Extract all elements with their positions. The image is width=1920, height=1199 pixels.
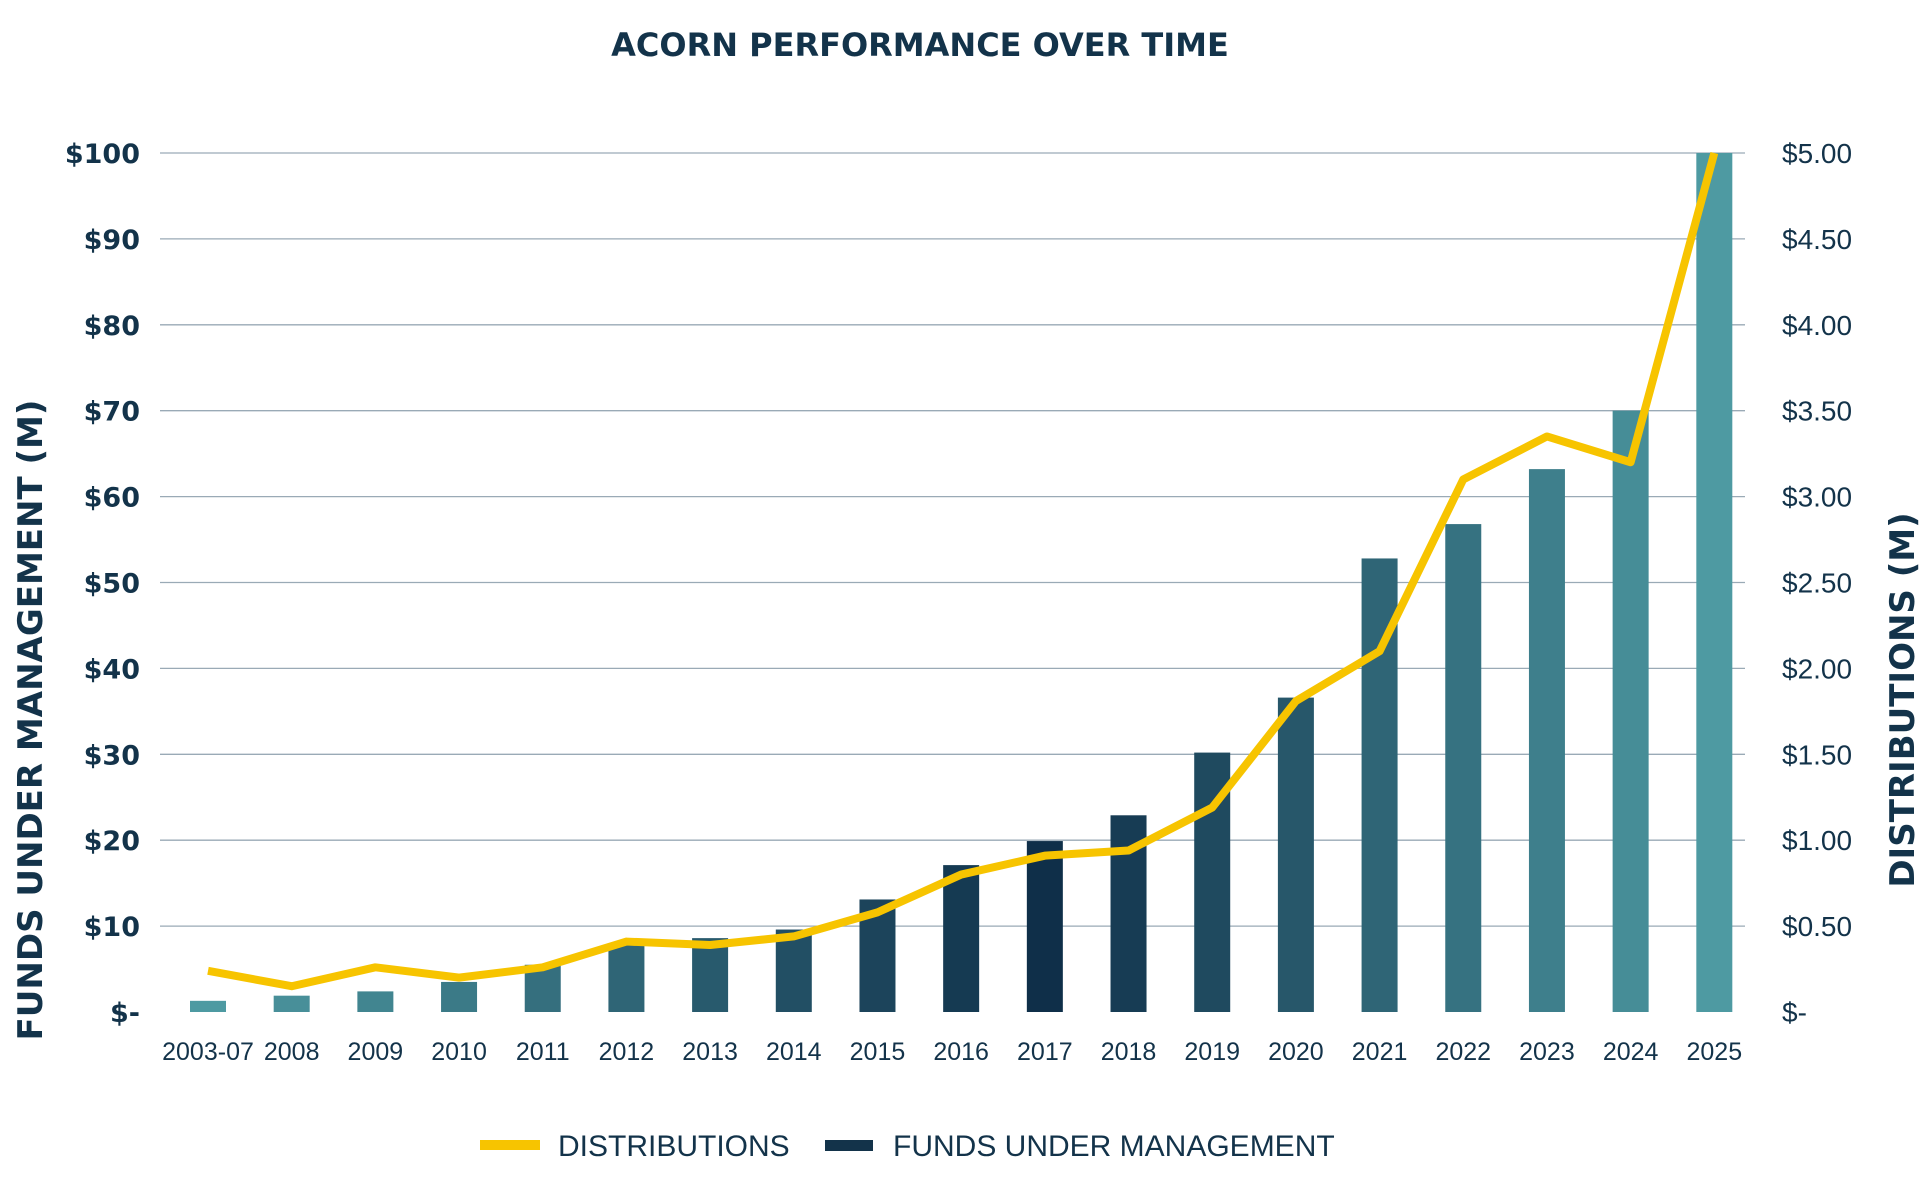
funds-bar (692, 938, 729, 1012)
left-tick-label: $30 (84, 740, 140, 771)
funds-bar (357, 991, 394, 1012)
funds-bar (1026, 841, 1063, 1012)
funds-bar (1696, 153, 1733, 1012)
left-tick-label: $60 (84, 483, 140, 514)
gridlines (160, 152, 1745, 927)
right-tick-label: $3.50 (1782, 396, 1852, 427)
x-tick-label: 2019 (1184, 1038, 1240, 1066)
left-axis-title: FUNDS UNDER MANAGEMENT (M) (11, 400, 51, 1041)
left-tick-label: $- (110, 998, 140, 1029)
x-tick-label: 2016 (933, 1038, 989, 1066)
right-tick-label: $2.00 (1782, 653, 1852, 684)
right-tick-label: $0.50 (1782, 911, 1852, 942)
left-tick-label: $70 (84, 397, 140, 428)
right-tick-label: $3.00 (1782, 482, 1852, 513)
x-tick-label: 2011 (516, 1038, 570, 1066)
left-tick-label: $100 (65, 139, 140, 170)
x-tick-label: 2008 (264, 1038, 320, 1066)
funds-bar (273, 995, 310, 1012)
right-tick-label: $4.50 (1782, 224, 1852, 255)
funds-bar (775, 929, 812, 1012)
right-tick-label: $4.00 (1782, 310, 1852, 341)
left-tick-label: $90 (84, 225, 140, 256)
x-tick-label: 2018 (1101, 1038, 1157, 1066)
legend: DISTRIBUTIONS FUNDS UNDER MANAGEMENT (480, 1130, 1335, 1163)
x-tick-label: 2015 (850, 1038, 906, 1066)
legend-funds-swatch (825, 1140, 873, 1151)
x-tick-label: 2014 (766, 1038, 822, 1066)
distributions-line-layer (207, 151, 1719, 991)
x-tick-label: 2024 (1603, 1038, 1659, 1066)
x-tick-label: 2020 (1268, 1038, 1324, 1066)
funds-bar (1277, 697, 1314, 1012)
right-tick-label: $2.50 (1782, 568, 1852, 599)
x-axis-ticks: 2003-07 2008 2009 2010 2011 2012 2013 2014 2015 2… (162, 1038, 1742, 1066)
funds-bar (1528, 469, 1565, 1012)
right-tick-label: $1.00 (1782, 825, 1852, 856)
x-tick-label: 2025 (1687, 1038, 1743, 1066)
x-tick-label: 2023 (1519, 1038, 1575, 1066)
funds-bar (441, 981, 478, 1012)
funds-bar (608, 943, 645, 1012)
x-tick-label: 2012 (599, 1038, 655, 1066)
legend-funds-label: FUNDS UNDER MANAGEMENT (893, 1130, 1335, 1163)
x-tick-label: 2013 (682, 1038, 738, 1066)
x-tick-label: 2017 (1017, 1038, 1073, 1066)
right-axis-ticks: $- $0.50 $1.00 $1.50 $2.00 $2.50 $3.00 $3.50 $4.… (1782, 138, 1852, 1028)
right-tick-label: $5.00 (1782, 138, 1852, 169)
right-tick-label: $1.50 (1782, 739, 1852, 770)
left-axis-ticks: $- $10 $20 $30 $40 $50 $60 $70 $80 $90 $100 (65, 139, 140, 1029)
left-tick-label: $40 (84, 654, 140, 685)
x-tick-label: 2010 (431, 1038, 487, 1066)
funds-bar (1612, 410, 1649, 1012)
left-tick-label: $80 (84, 311, 140, 342)
x-tick-label: 2022 (1435, 1038, 1491, 1066)
right-axis-title: DISTRIBUTIONS (M) (1883, 512, 1920, 887)
left-tick-label: $10 (84, 912, 140, 943)
legend-distributions-label: DISTRIBUTIONS (558, 1130, 790, 1163)
x-tick-label: 2009 (348, 1038, 404, 1066)
left-tick-label: $20 (84, 826, 140, 857)
left-tick-label: $50 (84, 569, 140, 600)
funds-bar (190, 1000, 226, 1012)
chart-title: ACORN PERFORMANCE OVER TIME (611, 26, 1229, 64)
right-tick-label: $- (1782, 997, 1807, 1028)
x-tick-label: 2021 (1352, 1038, 1408, 1066)
funds-bar (1445, 524, 1482, 1012)
x-tick-label: 2003-07 (162, 1038, 254, 1066)
distributions-line (207, 151, 1719, 991)
funds-bar (943, 865, 980, 1012)
